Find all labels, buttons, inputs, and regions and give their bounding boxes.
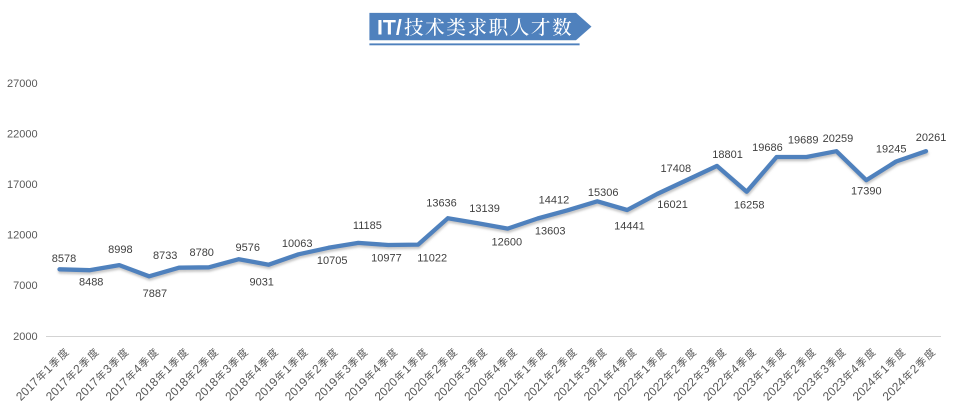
- svg-text:2024: 2024: [850, 375, 879, 404]
- svg-text:2019: 2019: [252, 375, 281, 404]
- svg-text:1: 1: [279, 361, 294, 376]
- svg-text:19689: 19689: [788, 134, 819, 146]
- svg-text:11022: 11022: [417, 252, 447, 264]
- svg-text:17408: 17408: [661, 163, 692, 175]
- svg-text:17390: 17390: [851, 185, 882, 197]
- svg-text:16258: 16258: [734, 200, 765, 212]
- svg-text:2: 2: [907, 361, 922, 376]
- svg-text:2017: 2017: [73, 375, 102, 404]
- svg-text:2018: 2018: [133, 375, 162, 404]
- svg-text:2: 2: [787, 361, 802, 376]
- svg-text:20261: 20261: [916, 132, 947, 144]
- svg-text:8780: 8780: [189, 247, 213, 259]
- svg-text:2: 2: [190, 361, 205, 376]
- svg-text:4: 4: [847, 361, 862, 376]
- svg-text:3: 3: [100, 361, 115, 376]
- svg-text:13603: 13603: [535, 225, 566, 237]
- svg-text:3: 3: [698, 361, 713, 376]
- svg-text:7887: 7887: [143, 288, 167, 300]
- svg-text:1: 1: [638, 361, 653, 376]
- svg-text:9031: 9031: [249, 276, 273, 288]
- svg-text:8998: 8998: [108, 244, 132, 256]
- svg-text:8488: 8488: [79, 277, 103, 289]
- svg-text:22000: 22000: [7, 129, 38, 141]
- svg-text:4: 4: [608, 361, 623, 376]
- svg-text:10063: 10063: [282, 238, 313, 250]
- svg-text:1: 1: [399, 361, 414, 376]
- svg-text:2017: 2017: [43, 375, 72, 404]
- svg-text:2: 2: [548, 361, 563, 376]
- svg-text:4: 4: [130, 361, 145, 376]
- svg-text:4: 4: [489, 361, 504, 376]
- svg-text:10977: 10977: [371, 252, 402, 264]
- svg-text:19686: 19686: [752, 142, 783, 154]
- svg-text:11185: 11185: [353, 220, 382, 232]
- svg-text:2021: 2021: [581, 375, 610, 404]
- svg-text:14441: 14441: [614, 221, 645, 233]
- svg-text:2021: 2021: [491, 375, 520, 404]
- svg-text:8578: 8578: [52, 253, 76, 265]
- svg-text:2022: 2022: [670, 375, 699, 404]
- svg-text:16021: 16021: [657, 199, 688, 211]
- svg-text:2019: 2019: [312, 375, 341, 404]
- svg-text:2000: 2000: [13, 331, 37, 343]
- svg-text:12000: 12000: [7, 230, 38, 242]
- svg-text:10705: 10705: [317, 255, 348, 267]
- svg-text:18801: 18801: [712, 149, 743, 161]
- svg-text:2023: 2023: [790, 375, 819, 404]
- svg-text:2021: 2021: [521, 375, 550, 404]
- svg-text:7000: 7000: [13, 280, 37, 292]
- svg-text:12600: 12600: [492, 236, 523, 248]
- svg-text:3: 3: [817, 361, 832, 376]
- svg-text:2018: 2018: [192, 375, 221, 404]
- svg-text:2023: 2023: [760, 375, 789, 404]
- svg-text:4: 4: [250, 361, 265, 376]
- svg-text:2: 2: [309, 361, 324, 376]
- svg-text:2018: 2018: [162, 375, 191, 404]
- svg-text:2023: 2023: [820, 375, 849, 404]
- svg-text:2: 2: [429, 361, 444, 376]
- svg-text:2020: 2020: [372, 375, 401, 404]
- svg-text:1: 1: [40, 361, 55, 376]
- svg-text:2019: 2019: [342, 375, 371, 404]
- svg-text:2018: 2018: [222, 375, 251, 404]
- svg-text:2: 2: [668, 361, 683, 376]
- svg-text:2023: 2023: [730, 375, 759, 404]
- svg-text:3: 3: [578, 361, 593, 376]
- svg-text:9576: 9576: [236, 242, 260, 254]
- svg-text:17000: 17000: [7, 179, 38, 191]
- svg-text:1: 1: [758, 361, 773, 376]
- svg-text:3: 3: [459, 361, 474, 376]
- svg-text:27000: 27000: [7, 78, 38, 90]
- svg-text:1: 1: [519, 361, 534, 376]
- svg-text:4: 4: [369, 361, 384, 376]
- svg-text:1: 1: [877, 361, 892, 376]
- svg-text:20259: 20259: [823, 133, 854, 145]
- svg-text:2020: 2020: [401, 375, 430, 404]
- svg-text:2022: 2022: [611, 375, 640, 404]
- svg-text:2021: 2021: [551, 375, 580, 404]
- svg-text:19245: 19245: [876, 144, 907, 156]
- svg-text:2024: 2024: [880, 375, 909, 404]
- svg-text:3: 3: [220, 361, 235, 376]
- svg-text:2020: 2020: [431, 375, 460, 404]
- svg-text:2019: 2019: [282, 375, 311, 404]
- svg-text:1: 1: [160, 361, 175, 376]
- svg-text:13139: 13139: [469, 203, 500, 215]
- svg-text:2020: 2020: [461, 375, 490, 404]
- svg-text:2022: 2022: [700, 375, 729, 404]
- svg-text:15306: 15306: [588, 187, 619, 199]
- svg-text:4: 4: [728, 361, 743, 376]
- svg-text:3: 3: [339, 361, 354, 376]
- svg-text:2017: 2017: [103, 375, 132, 404]
- svg-text:14412: 14412: [539, 195, 570, 207]
- svg-text:2017: 2017: [13, 375, 42, 404]
- svg-text:8733: 8733: [153, 250, 177, 262]
- svg-text:13636: 13636: [426, 197, 457, 209]
- svg-text:2022: 2022: [641, 375, 670, 404]
- svg-text:2: 2: [70, 361, 85, 376]
- svg-text:IT/: IT/: [377, 15, 402, 39]
